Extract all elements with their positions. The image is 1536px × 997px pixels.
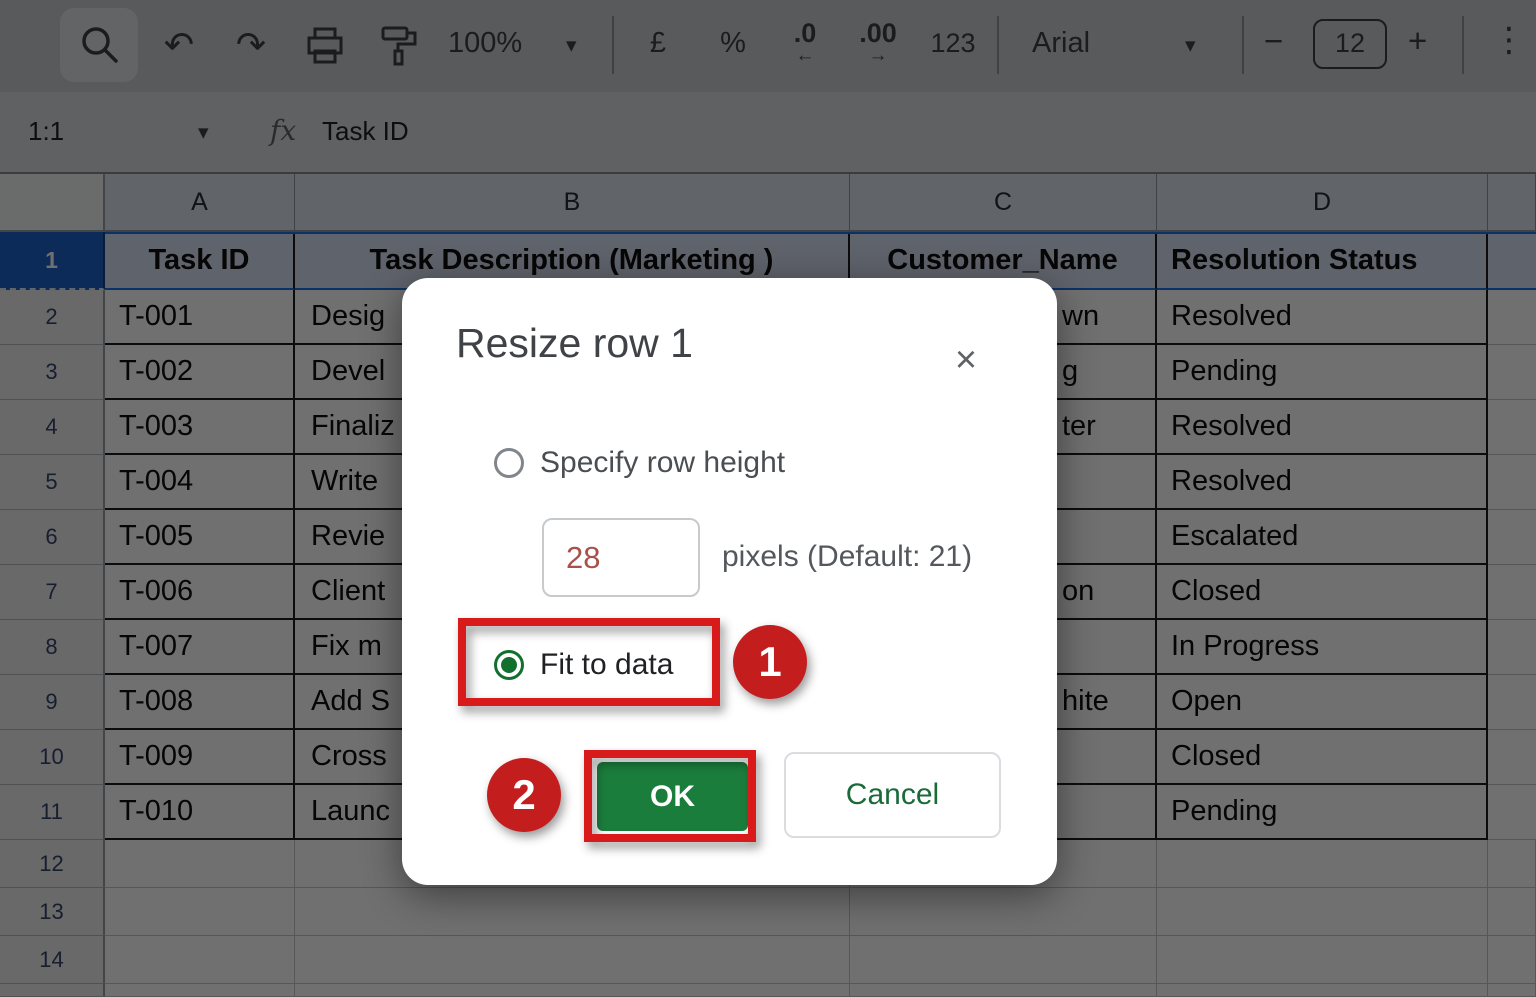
specify-row-height-label: Specify row height xyxy=(540,446,786,479)
close-icon[interactable]: × xyxy=(954,339,978,381)
pixels-default-hint: pixels (Default: 21) xyxy=(722,540,973,573)
fit-to-data-radio[interactable] xyxy=(494,650,524,680)
annotation-highlight-fit-to-data xyxy=(458,618,720,706)
annotation-step-2-badge: 2 xyxy=(487,758,561,832)
specify-row-height-radio[interactable] xyxy=(494,448,524,478)
cancel-button[interactable]: Cancel xyxy=(784,752,1001,838)
dialog-title: Resize row 1 xyxy=(456,320,693,366)
ok-button[interactable]: OK xyxy=(597,762,748,831)
annotation-step-1-badge: 1 xyxy=(733,625,807,699)
fit-to-data-label: Fit to data xyxy=(540,648,674,681)
annotation-highlight-ok xyxy=(584,750,756,842)
row-height-input[interactable]: 28 xyxy=(542,518,700,597)
